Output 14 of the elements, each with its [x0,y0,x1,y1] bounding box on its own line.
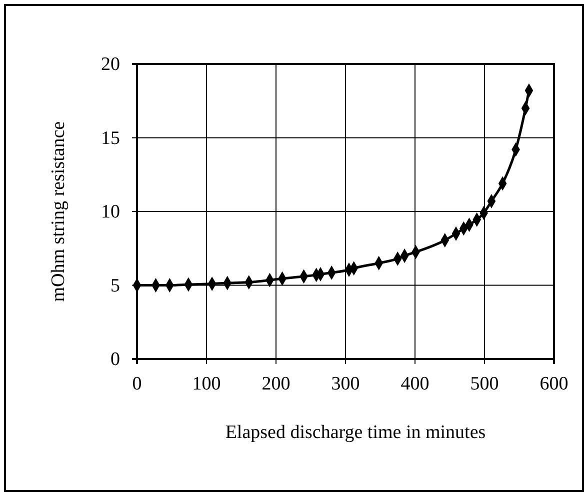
x-tick-label: 300 [331,373,360,394]
y-tick-label: 0 [110,349,120,370]
x-tick-label: 100 [192,373,221,394]
y-tick-label: 15 [101,128,120,149]
x-tick-label: 0 [132,373,142,394]
x-tick-label: 400 [400,373,430,394]
y-tick-label: 10 [101,202,120,223]
x-tick-label: 200 [262,373,290,394]
y-tick-label: 5 [110,275,120,296]
x-axis-title: Elapsed discharge time in minutes [225,422,486,443]
y-axis-title: mOhm string resistance [48,121,69,302]
y-tick-label: 20 [101,54,120,76]
x-tick-label: 500 [470,373,499,394]
x-tick-label: 600 [540,373,568,394]
